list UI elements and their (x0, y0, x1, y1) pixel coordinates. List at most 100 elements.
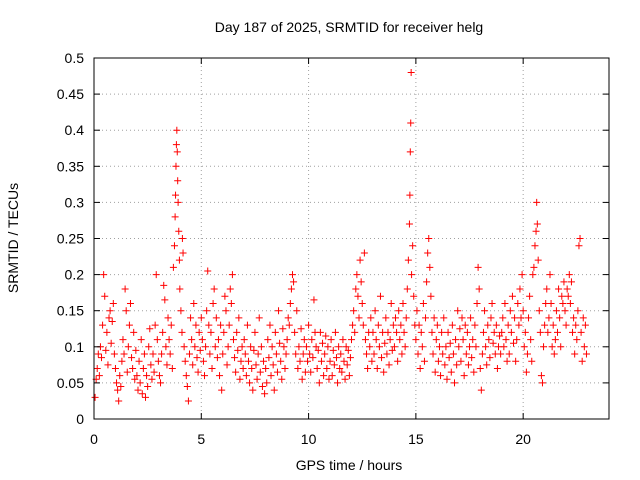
data-point (572, 321, 580, 329)
data-point (533, 198, 541, 206)
data-point (331, 328, 339, 336)
data-point (329, 346, 337, 354)
data-point (254, 350, 262, 358)
data-point (356, 256, 364, 264)
data-point (195, 328, 203, 336)
data-point (278, 375, 286, 383)
data-point (177, 307, 185, 315)
x-axis-ticks: 0 5 10 15 20 (90, 58, 531, 447)
data-point (566, 299, 574, 307)
data-point (348, 336, 355, 344)
data-point (310, 296, 318, 304)
data-point (99, 321, 107, 329)
data-point (109, 299, 117, 307)
data-point (142, 393, 149, 401)
data-point (505, 350, 513, 358)
data-point (170, 242, 178, 250)
data-point (121, 285, 129, 293)
data-point (115, 397, 123, 405)
data-point (433, 321, 441, 329)
data-point (402, 314, 410, 322)
data-point (204, 267, 212, 275)
grid-lines (94, 58, 609, 419)
data-point (238, 343, 246, 351)
data-point (378, 354, 386, 362)
data-point (412, 336, 420, 344)
data-point (264, 336, 272, 344)
x-tick-label: 10 (301, 431, 317, 447)
data-point (132, 346, 140, 354)
y-tick-label: 0.15 (57, 303, 84, 319)
data-point (474, 263, 482, 271)
data-point (383, 350, 391, 358)
data-point (531, 242, 539, 250)
data-point (351, 328, 359, 336)
data-point (295, 343, 303, 351)
data-point (291, 328, 299, 336)
data-point (526, 292, 534, 300)
data-point (255, 314, 263, 322)
data-point (233, 328, 241, 336)
data-point (317, 357, 325, 365)
data-point (119, 336, 127, 344)
data-point (393, 328, 401, 336)
data-point (206, 350, 214, 358)
data-point (173, 126, 181, 134)
data-point (266, 321, 274, 329)
data-point (308, 336, 316, 344)
data-point (577, 328, 585, 336)
data-point (514, 299, 522, 307)
data-point (504, 321, 512, 329)
data-point (227, 299, 235, 307)
data-point (154, 357, 162, 365)
data-point (564, 292, 572, 300)
data-point (192, 321, 200, 329)
data-point (143, 372, 151, 380)
chart-title: Day 187 of 2025, SRMTID for receiver hel… (215, 19, 483, 35)
data-point (253, 375, 261, 383)
data-point (103, 328, 111, 336)
data-point (517, 314, 525, 322)
data-point (415, 321, 423, 329)
data-point (122, 307, 130, 315)
data-point (232, 368, 240, 376)
data-point (522, 368, 530, 376)
data-point (370, 350, 378, 358)
data-point (174, 177, 182, 185)
data-point (165, 336, 173, 344)
data-point (105, 314, 113, 322)
data-point (554, 328, 561, 336)
data-point (283, 336, 291, 344)
data-point (299, 350, 307, 358)
data-point (470, 368, 478, 376)
data-point (452, 336, 460, 344)
data-point (481, 307, 489, 315)
data-point (429, 350, 437, 358)
data-point (118, 357, 126, 365)
data-point (492, 321, 500, 329)
data-point (373, 364, 381, 372)
data-point (280, 343, 288, 351)
data-point (490, 328, 498, 336)
data-point (271, 328, 279, 336)
data-point (182, 372, 190, 380)
data-point (485, 336, 493, 344)
data-point (437, 372, 445, 380)
data-point (391, 314, 399, 322)
data-point (155, 372, 163, 380)
x-axis-label: GPS time / hours (296, 457, 403, 473)
data-point (339, 336, 347, 344)
data-point (573, 336, 581, 344)
data-point (175, 227, 183, 235)
data-point (371, 307, 379, 315)
data-point (171, 213, 179, 221)
data-point (534, 256, 542, 264)
data-point (248, 364, 256, 372)
data-point (209, 299, 217, 307)
data-point (258, 383, 266, 391)
data-point (323, 364, 331, 372)
data-point (144, 383, 152, 391)
x-tick-label: 0 (90, 431, 98, 447)
data-point (102, 346, 110, 354)
